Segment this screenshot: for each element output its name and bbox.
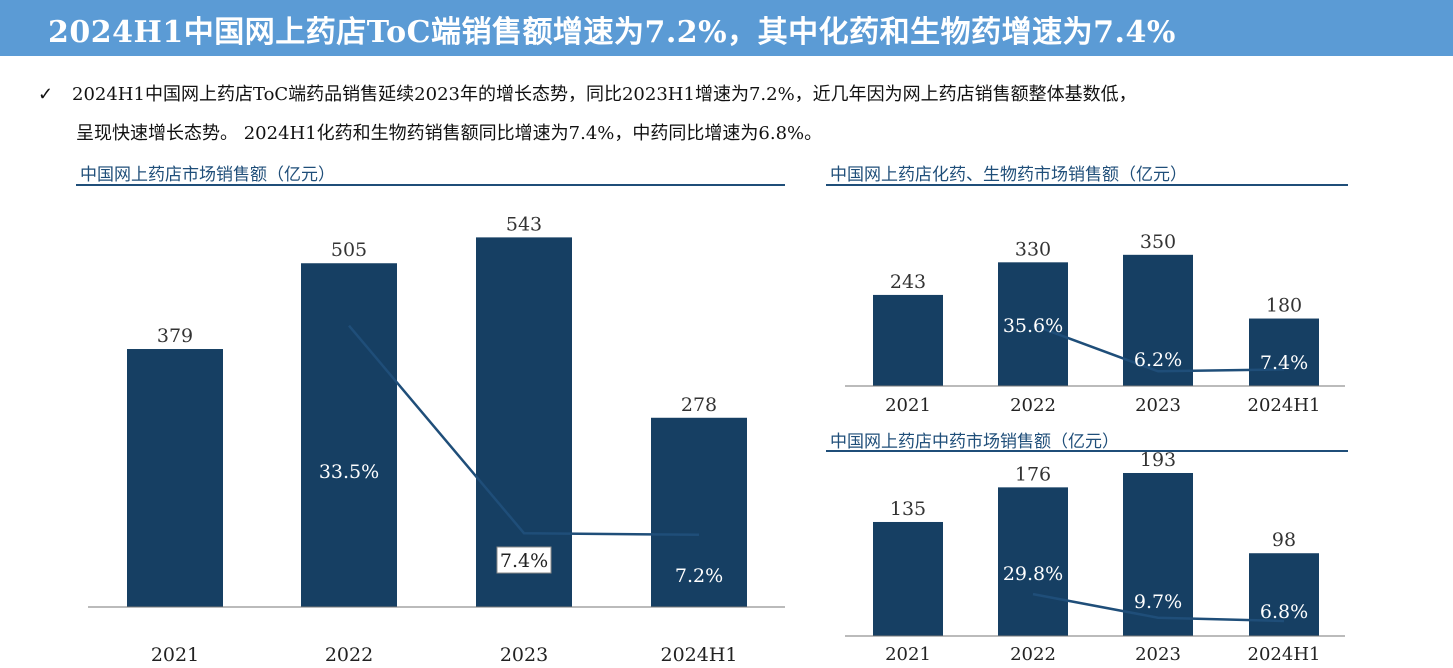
chart-2-bar-2021 — [873, 294, 943, 386]
chart-3-growth-line — [1032, 592, 1285, 623]
chart-2-bar-2022 — [998, 262, 1068, 386]
chart-3-value-label: 176 — [1015, 463, 1051, 485]
chart-2-value-label: 180 — [1266, 295, 1302, 317]
chart-3-value-label: 135 — [890, 498, 926, 520]
chart-2-growth-line — [1032, 323, 1285, 373]
chart-1-growth-label-box — [496, 546, 552, 574]
chart-3-bar-2022 — [998, 487, 1068, 636]
chart-1-growth-label: 7.2% — [675, 565, 723, 587]
chart-2-growth-label: 6.2% — [1134, 349, 1182, 371]
chart-3-title: 中国网上药店中药市场销售额（亿元） — [830, 432, 1119, 452]
chart-1-growth-label: 7.4% — [500, 550, 548, 572]
chart-1-growth-line — [348, 324, 700, 537]
chart-3-bar-2024H1 — [1249, 553, 1319, 636]
chart-1-category-label: 2022 — [325, 644, 373, 666]
chart-3-value-label: 193 — [1140, 449, 1176, 471]
chart-3-category-label: 2024H1 — [1248, 644, 1321, 665]
chart-1-value-label: 543 — [506, 213, 542, 235]
chart-2-value-label: 330 — [1015, 238, 1051, 260]
chart-2-value-label: 243 — [890, 271, 926, 293]
chart-3-category-label: 2021 — [885, 644, 931, 665]
chart-1-bar-2024H1 — [651, 417, 747, 607]
chart-3-growth-label: 29.8% — [1003, 563, 1063, 585]
summary-line-2: 呈现快速增长态势。 2024H1化药和生物药销售额同比增速为7.4%，中药同比增… — [76, 123, 823, 144]
chart-1-value-label: 278 — [681, 394, 717, 416]
chart-2-rule — [826, 184, 1348, 186]
chart-3-rule — [826, 450, 1348, 452]
chart-3-value-label: 98 — [1272, 529, 1296, 551]
chart-1-category-label: 2023 — [500, 644, 548, 666]
chart-2-category-label: 2022 — [1010, 395, 1056, 416]
chart-2-value-label: 350 — [1140, 231, 1176, 253]
chart-1-category-label: 2021 — [151, 644, 199, 666]
chart-3-category-label: 2022 — [1010, 644, 1056, 665]
chart-2-bar-2024H1 — [1249, 318, 1319, 386]
chart-1-bar-2021 — [127, 349, 223, 607]
page-title: 2024H1中国网上药店ToC端销售额增速为7.2%，其中化药和生物药增速为7.… — [48, 15, 1176, 50]
checkmark-icon: ✓ — [38, 84, 54, 105]
chart-3-growth-label: 9.7% — [1134, 591, 1182, 613]
title-bar: 2024H1中国网上药店ToC端销售额增速为7.2%，其中化药和生物药增速为7.… — [0, 0, 1453, 56]
chart-1-bar-2022 — [301, 263, 397, 607]
chart-1-value-label: 505 — [331, 239, 367, 261]
chart-1-title: 中国网上药店市场销售额（亿元） — [80, 165, 335, 185]
chart-2-growth-label: 7.4% — [1260, 352, 1308, 374]
chart-2-bar-2023 — [1123, 254, 1193, 386]
chart-1-rule — [76, 184, 785, 186]
chart-1-category-label: 2024H1 — [660, 644, 737, 666]
chart-3-bar-2023 — [1123, 472, 1193, 636]
chart-3-bar-2021 — [873, 521, 943, 636]
chart-2-growth-label: 35.6% — [1003, 315, 1063, 337]
summary-line-1: 2024H1中国网上药店ToC端药品销售延续2023年的增长态势，同比2023H… — [72, 84, 1137, 105]
chart-3-category-label: 2023 — [1135, 644, 1181, 665]
chart-2-title: 中国网上药店化药、生物药市场销售额（亿元） — [830, 165, 1187, 185]
chart-1-value-label: 379 — [157, 325, 193, 347]
chart-2-category-label: 2024H1 — [1248, 395, 1321, 416]
chart-3-growth-label: 6.8% — [1260, 601, 1308, 623]
chart-1-bar-2023 — [476, 237, 572, 608]
chart-1-growth-label: 33.5% — [319, 461, 379, 483]
chart-2-category-label: 2021 — [885, 395, 931, 416]
chart-2-category-label: 2023 — [1135, 395, 1181, 416]
